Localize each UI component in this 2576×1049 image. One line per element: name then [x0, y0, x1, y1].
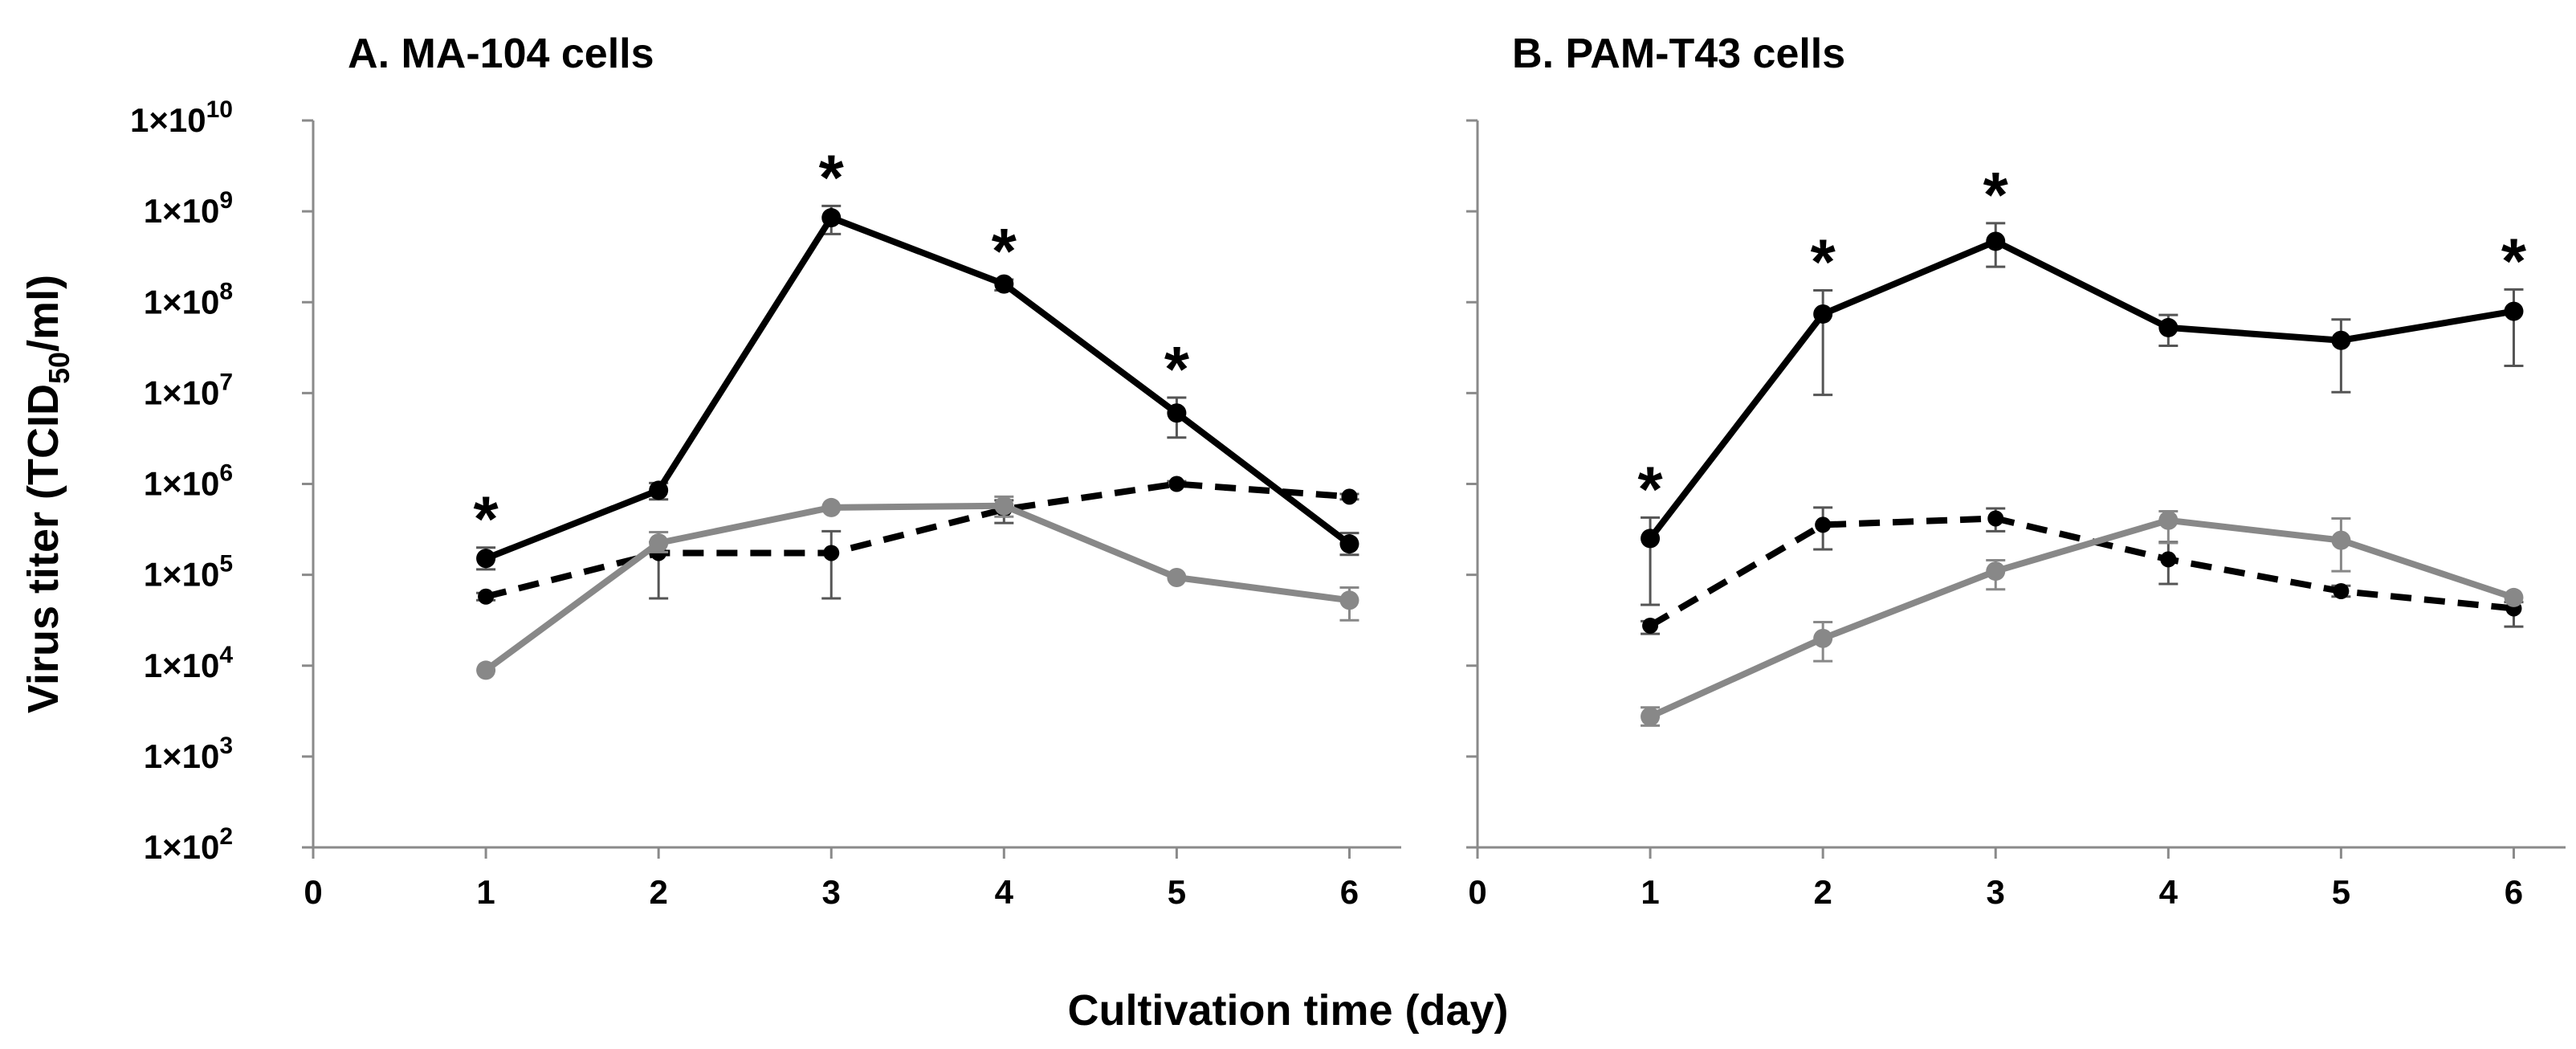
panel-a-series-1-point	[649, 480, 669, 500]
panel-b-significance-asterisk: *	[1811, 227, 1836, 298]
panel-b-series-3-point	[1813, 628, 1833, 648]
panel-a-x-tick-label: 0	[304, 873, 322, 911]
y-tick-base: 1×10	[144, 828, 220, 866]
panel-b-series-3-point	[2504, 587, 2524, 607]
panel-b-x-tick-label: 2	[1813, 873, 1832, 911]
panel-b-series-2-point	[1987, 510, 2004, 527]
y-tick-label: 1×103	[144, 733, 233, 775]
y-tick-base: 1×10	[144, 192, 220, 230]
panel-a-series-3-line	[483, 502, 1351, 673]
panel-a-series-2-point	[823, 545, 840, 561]
y-axis-title-subscript: 50	[43, 352, 75, 384]
panel-b-series-2-point	[2160, 551, 2177, 568]
panel-b-series-1-point	[2504, 301, 2524, 321]
panel-b-series-1-point	[2158, 317, 2179, 337]
panel-a-series-3-point	[821, 497, 842, 517]
y-tick-exponent: 8	[219, 278, 233, 304]
panel-a-x-tick-label: 5	[1168, 873, 1186, 911]
y-tick-label: 1×107	[144, 369, 233, 411]
y-tick-label: 1×102	[144, 823, 233, 866]
panel-b-x-tick-label: 6	[2505, 873, 2523, 911]
panel-a-x-tick-label: 4	[995, 873, 1014, 911]
panel-a-series-1-point	[821, 208, 842, 228]
panel-a-series-3-point	[649, 533, 669, 553]
y-tick-exponent: 10	[206, 96, 233, 123]
panel-a-significance-asterisk: *	[992, 215, 1017, 287]
panel-a-series-2-point	[1341, 488, 1358, 505]
panel-b-x-tick-label: 0	[1468, 873, 1486, 911]
panel-b-series-2-point	[1642, 617, 1659, 634]
panel-a-series-1-point	[1167, 403, 1187, 423]
panel-b-series-3-point	[1641, 707, 1661, 727]
panel-b-significance-asterisk: *	[1638, 453, 1664, 524]
panel-b-series-2-point	[1815, 516, 1832, 533]
y-tick-exponent: 2	[219, 823, 233, 850]
panel-b-significance-asterisk: *	[2501, 225, 2527, 296]
y-tick-label: 1×108	[144, 278, 233, 320]
panel-b-x-tick-label: 3	[1987, 873, 2005, 911]
panel-a-title: A. MA-104 cells	[348, 31, 654, 77]
panel-a-series-2-line	[485, 480, 1350, 600]
y-tick-label: 1×104	[144, 642, 234, 684]
panel-b-series-2-point	[2333, 582, 2350, 599]
y-axis-title-main: Virus titer (TCID	[19, 384, 67, 713]
panel-a-series-3-point	[476, 660, 496, 680]
panel-b-series-2-line	[1649, 515, 2514, 629]
panel-b-significance-asterisk: *	[1983, 159, 2009, 231]
panel-b-series-1-line	[1647, 238, 2515, 541]
y-axis-title-end: /ml)	[19, 275, 67, 352]
y-tick-exponent: 5	[219, 551, 233, 578]
panel-a-significance-asterisk: *	[819, 141, 845, 213]
y-axis-title: Virus titer (TCID50/ml)	[19, 275, 75, 713]
panel-a-series-3-point	[1167, 568, 1187, 588]
y-tick-exponent: 3	[219, 733, 233, 759]
panel-a-series-1-point	[1339, 534, 1359, 554]
y-tick-exponent: 4	[219, 642, 233, 668]
y-tick-base: 1×10	[144, 556, 220, 594]
panel-a-series-1-point	[476, 549, 496, 569]
y-tick-exponent: 7	[219, 369, 233, 395]
y-tick-label: 1×105	[144, 551, 233, 594]
panel-a-x-tick-label: 2	[649, 873, 667, 911]
panel-a-series-2-point	[1168, 476, 1185, 492]
panel-b: B. PAM-T43 cells 0 1 2 3 4 5 6 * * * *	[1466, 31, 2566, 911]
panel-b-x-tick-label: 4	[2159, 873, 2179, 911]
y-tick-base: 1×10	[144, 283, 220, 320]
panel-a-significance-asterisk: *	[1164, 333, 1190, 405]
y-tick-label: 1×109	[144, 187, 233, 230]
panel-a-x-tick-label: 1	[476, 873, 495, 911]
y-tick-base: 1×10	[144, 737, 220, 775]
panel-a-series-1-point	[994, 274, 1014, 294]
panel-b-title: B. PAM-T43 cells	[1512, 31, 1845, 77]
panel-b-series-3-point	[1986, 561, 2006, 582]
panel-a: A. MA-104 cells1×1021×1031×1041×1051×106…	[130, 31, 1401, 911]
y-tick-base: 1×10	[130, 101, 206, 139]
panel-a-x-tick-label: 3	[822, 873, 841, 911]
y-tick-exponent: 6	[219, 460, 233, 487]
panel-a-series-2-point	[478, 588, 495, 605]
panel-a-series-3-point	[1339, 590, 1359, 610]
y-tick-label: 1×1010	[130, 96, 233, 139]
panel-b-series-1-point	[1986, 231, 2006, 251]
y-tick-label: 1×106	[144, 460, 233, 503]
panel-b-series-1-point	[2331, 330, 2351, 350]
panel-a-series-1-line	[484, 214, 1351, 562]
panel-b-x-tick-label: 1	[1641, 873, 1659, 911]
panel-b-series-3-point	[2158, 510, 2179, 530]
panel-b-x-tick-label: 5	[2332, 873, 2350, 911]
y-tick-exponent: 9	[219, 187, 233, 214]
x-axis-title: Cultivation time (day)	[1067, 986, 1508, 1035]
panel-a-significance-asterisk: *	[474, 484, 499, 555]
panel-a-x-tick-label: 6	[1340, 873, 1359, 911]
y-tick-base: 1×10	[144, 373, 220, 411]
y-tick-base: 1×10	[144, 647, 220, 684]
panel-b-series-1-point	[1813, 304, 1833, 324]
panel-b-series-3-line	[1649, 516, 2515, 720]
panel-a-series-3-point	[994, 496, 1014, 516]
panel-b-series-3-point	[2331, 530, 2351, 550]
y-tick-base: 1×10	[144, 465, 220, 503]
panel-b-series-1-point	[1641, 529, 1661, 549]
